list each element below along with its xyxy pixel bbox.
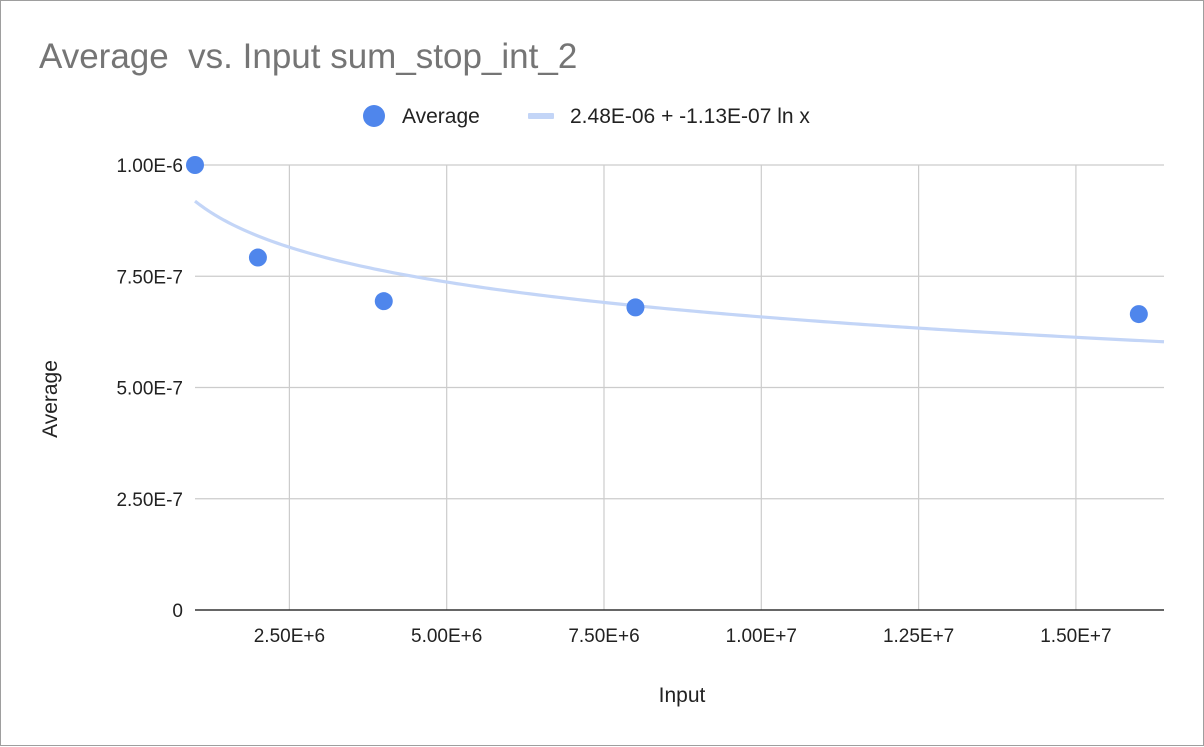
legend-label-average: Average (402, 105, 480, 128)
x-tick-labels: 2.50E+6 5.00E+6 7.50E+6 1.00E+7 1.25E+7 1.50E… (254, 626, 1112, 647)
x-tick-label-2: 7.50E+6 (568, 626, 639, 647)
y-tick-label-0: 0 (172, 601, 183, 622)
data-point-3 (626, 298, 645, 317)
legend-marker-average (363, 105, 385, 127)
y-tick-label-3: 7.50E-7 (116, 267, 183, 288)
x-tick-label-5: 1.50E+7 (1040, 626, 1111, 647)
series-layer (186, 156, 1165, 344)
x-tick-label-0: 2.50E+6 (254, 626, 325, 647)
data-point-0 (186, 156, 204, 174)
chart-title: Average vs. Input sum_stop_int_2 (39, 37, 578, 76)
horizontal-gridlines (195, 164, 1164, 500)
x-tick-label-1: 5.00E+6 (411, 626, 482, 647)
y-tick-label-4: 1.00E-6 (116, 156, 183, 177)
data-point-4 (1129, 305, 1148, 324)
data-point-1 (248, 248, 267, 267)
trendline-curve (194, 199, 1165, 344)
legend-label-trendline: 2.48E-06 + -1.13E-07 ln x (570, 105, 810, 128)
y-tick-label-2: 5.00E-7 (116, 379, 183, 400)
y-tick-labels: 0 2.50E-7 5.00E-7 7.50E-7 1.00E-6 (116, 156, 183, 622)
data-point-2 (374, 292, 393, 311)
y-axis-title: Average (39, 360, 62, 438)
x-axis-title: Input (659, 684, 706, 707)
legend-marker-trendline (528, 113, 554, 119)
y-tick-label-1: 2.50E-7 (116, 490, 183, 511)
x-tick-label-3: 1.00E+7 (726, 626, 797, 647)
legend: Average 2.48E-06 + -1.13E-07 ln x (363, 105, 810, 128)
x-tick-label-4: 1.25E+7 (883, 626, 954, 647)
